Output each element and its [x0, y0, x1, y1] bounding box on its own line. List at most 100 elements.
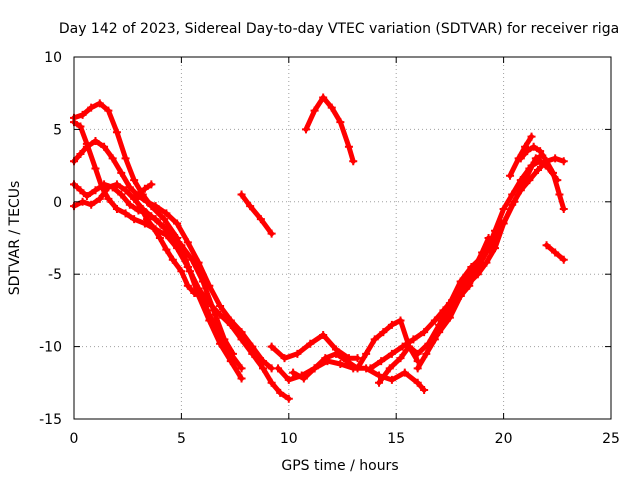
x-tick-label: 25	[602, 431, 620, 447]
data-point	[209, 306, 218, 315]
data-point	[162, 245, 171, 254]
data-point	[553, 176, 562, 185]
data-point	[375, 378, 384, 387]
data-point	[555, 190, 564, 199]
data-point	[349, 157, 358, 166]
data-point	[194, 291, 203, 300]
data-point	[166, 229, 175, 238]
data-point	[422, 349, 431, 358]
data-point	[95, 194, 104, 203]
data-point	[147, 180, 156, 189]
series-track-6	[131, 195, 197, 296]
data-point	[151, 202, 160, 211]
data-point	[396, 354, 405, 363]
data-point	[310, 106, 319, 115]
data-point	[508, 190, 517, 199]
data-point	[319, 93, 328, 102]
data-point	[284, 394, 293, 403]
data-point	[100, 180, 109, 189]
data-point	[396, 316, 405, 325]
data-point	[301, 125, 310, 134]
y-tick-label: -15	[39, 412, 62, 428]
data-point	[344, 142, 353, 151]
data-point	[293, 349, 302, 358]
data-point	[237, 328, 246, 337]
data-point	[100, 142, 109, 151]
data-point	[544, 164, 553, 173]
x-tick-label: 10	[280, 431, 298, 447]
data-point	[299, 374, 308, 383]
data-point	[173, 219, 182, 228]
data-point	[76, 122, 85, 131]
data-point	[256, 215, 265, 224]
data-point	[143, 215, 152, 224]
data-point	[104, 106, 113, 115]
y-tick-label: 5	[53, 122, 62, 138]
data-point	[112, 205, 121, 214]
data-point	[76, 150, 85, 159]
data-point	[112, 128, 121, 137]
data-point	[87, 200, 96, 209]
y-tick-label: -10	[39, 340, 62, 356]
data-point	[456, 277, 465, 286]
data-point	[177, 241, 186, 250]
data-point	[559, 157, 568, 166]
data-point	[162, 209, 171, 218]
data-point	[198, 277, 207, 286]
x-tick-label: 20	[495, 431, 513, 447]
data-point	[362, 349, 371, 358]
data-point	[276, 388, 285, 397]
data-point	[379, 328, 388, 337]
data-point	[205, 316, 214, 325]
data-point	[91, 164, 100, 173]
data-point	[445, 313, 454, 322]
data-point	[168, 255, 177, 264]
series-track-15	[415, 155, 567, 371]
data-point	[149, 223, 158, 232]
data-point	[190, 289, 199, 298]
data-point	[143, 197, 152, 206]
data-point	[226, 357, 235, 366]
series-track-17	[458, 221, 504, 299]
data-point	[177, 267, 186, 276]
data-point	[413, 378, 422, 387]
data-point	[185, 267, 194, 276]
data-point	[413, 364, 422, 373]
data-point	[121, 186, 130, 195]
data-point	[284, 375, 293, 384]
data-point	[508, 200, 517, 209]
data-point	[104, 194, 113, 203]
data-point	[482, 248, 491, 257]
data-point	[491, 244, 500, 253]
data-point	[112, 180, 121, 189]
data-point	[405, 342, 414, 351]
data-point	[310, 364, 319, 373]
data-point	[134, 190, 143, 199]
data-point	[155, 219, 164, 228]
data-point	[117, 168, 126, 177]
data-point	[259, 357, 268, 366]
data-point	[136, 203, 145, 212]
data-point	[78, 110, 87, 119]
data-point	[237, 364, 246, 373]
data-point	[259, 364, 268, 373]
data-point	[413, 349, 422, 358]
x-axis-label: GPS time / hours	[281, 458, 398, 474]
y-tick-label: 0	[53, 195, 62, 211]
data-point	[536, 157, 545, 166]
data-point	[385, 364, 394, 373]
data-point	[155, 234, 164, 242]
data-point	[499, 205, 508, 214]
data-point	[521, 142, 530, 151]
y-axis-label: SDTVAR / TECUs	[7, 181, 23, 296]
x-tick-label: 0	[70, 431, 79, 447]
data-point	[147, 212, 156, 221]
x-tick-label: 5	[177, 431, 186, 447]
chart-title: Day 142 of 2023, Sidereal Day-to-day VTE…	[59, 21, 619, 37]
data-point	[248, 342, 257, 351]
data-point	[130, 193, 139, 202]
y-tick-label: -5	[48, 267, 62, 283]
data-point	[536, 147, 545, 156]
data-layer	[70, 93, 568, 403]
data-point	[91, 186, 100, 195]
